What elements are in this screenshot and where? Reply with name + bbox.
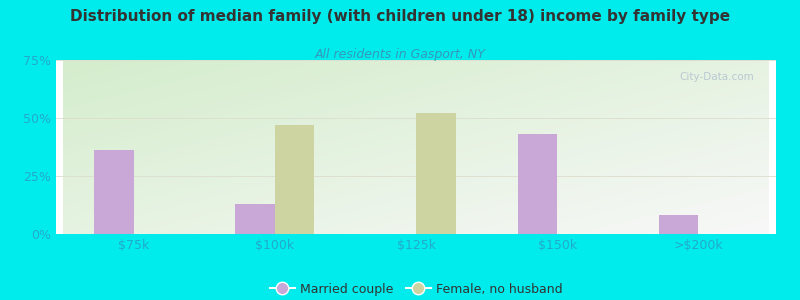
Text: Distribution of median family (with children under 18) income by family type: Distribution of median family (with chil…	[70, 9, 730, 24]
Text: City-Data.com: City-Data.com	[680, 72, 754, 82]
Bar	[94, 151, 134, 234]
Bar	[518, 134, 557, 234]
Bar	[235, 204, 275, 234]
Text: All residents in Gasport, NY: All residents in Gasport, NY	[314, 48, 486, 61]
Legend: Married couple, Female, no husband: Married couple, Female, no husband	[265, 278, 567, 300]
Bar	[659, 215, 698, 234]
Bar	[275, 125, 314, 234]
Bar	[416, 113, 455, 234]
